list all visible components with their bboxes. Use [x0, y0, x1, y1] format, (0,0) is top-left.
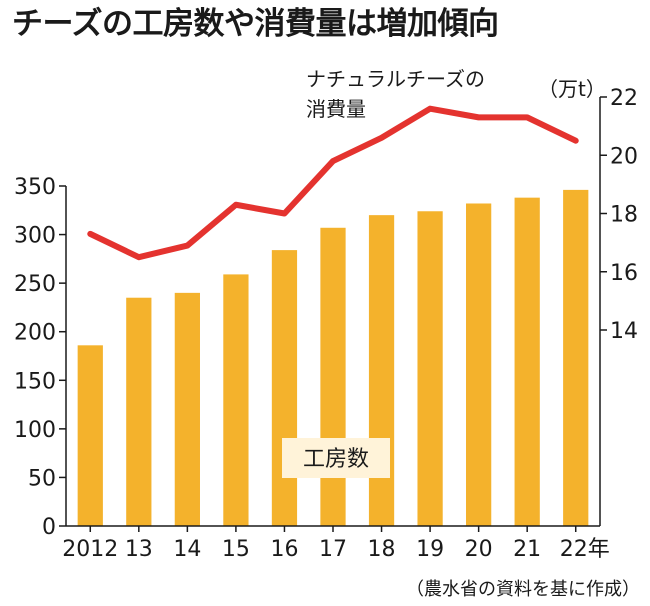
line-point: [88, 231, 93, 236]
left-tick-label: 300: [14, 224, 56, 249]
bar: [223, 274, 249, 526]
line-point: [379, 135, 384, 140]
bar: [77, 345, 103, 526]
right-tick-label: 22: [610, 86, 638, 111]
bar-series-label: 工房数: [303, 447, 369, 472]
line-point: [525, 115, 530, 120]
x-tick-label: 15: [222, 537, 250, 562]
axes: 0 50 100 150 200 250 300 350 14 16 18 20 22 2012 13 14 1…: [14, 86, 638, 562]
left-tick-label: 200: [14, 321, 56, 346]
chart-title: チーズの工房数や消費量は増加傾向: [12, 6, 499, 42]
bar: [466, 203, 492, 526]
line-series-label-2: 消費量: [306, 97, 366, 121]
x-tick-label: 16: [270, 537, 298, 562]
line-point: [331, 159, 335, 164]
line-point: [573, 138, 578, 143]
labels: ナチュラルチーズの 消費量 （万t） 工房数: [282, 67, 606, 478]
bar-series-label-box: [282, 438, 390, 478]
line-point: [476, 115, 481, 120]
right-tick-label: 14: [610, 319, 638, 344]
bar: [563, 189, 589, 526]
left-tick-label: 350: [14, 175, 56, 200]
source-note: （農水省の資料を基に作成）: [406, 579, 640, 600]
x-tick-label: 22年: [560, 537, 610, 562]
bar: [271, 250, 298, 526]
x-tick-label: 19: [416, 537, 444, 562]
right-tick-label: 16: [610, 261, 638, 286]
left-tick-label: 250: [14, 272, 56, 297]
line-series: [87, 105, 579, 261]
right-tick-label: 18: [610, 203, 638, 228]
bar: [126, 297, 152, 526]
line-point: [185, 243, 190, 248]
bar: [368, 215, 395, 526]
right-axis-unit: （万t）: [538, 77, 606, 101]
line-point: [136, 255, 141, 260]
left-tick-label: 50: [28, 466, 56, 491]
line-point: [233, 202, 238, 207]
line-point: [428, 106, 433, 111]
left-tick-label: 100: [14, 418, 56, 443]
x-tick-label: 13: [125, 537, 153, 562]
x-tick-label: 18: [368, 537, 396, 562]
x-tick-label: 21: [513, 537, 541, 562]
x-tick-label: 20: [465, 537, 493, 562]
right-tick-label: 20: [610, 144, 638, 169]
x-tick-label: 2012: [62, 537, 118, 562]
bar: [514, 197, 540, 526]
x-tick-label: 17: [319, 537, 347, 562]
bar: [417, 211, 443, 526]
line-point: [282, 211, 287, 216]
line-series-label: ナチュラルチーズの: [306, 67, 485, 91]
x-tick-label: 14: [173, 537, 201, 562]
left-tick-label: 0: [42, 515, 56, 540]
bar: [174, 292, 200, 526]
bar: [320, 227, 346, 526]
left-tick-label: 150: [14, 369, 56, 394]
